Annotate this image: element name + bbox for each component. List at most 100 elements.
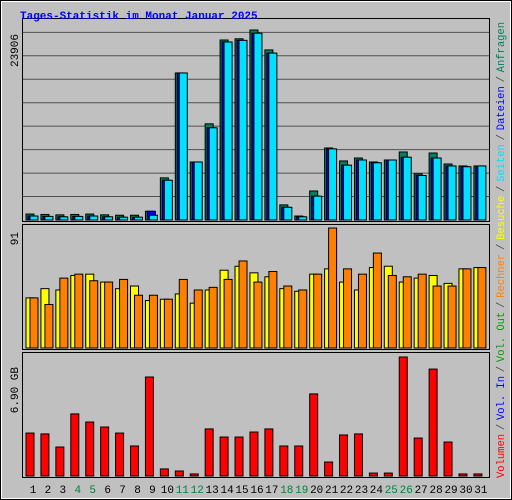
bar [74, 215, 84, 221]
bar [204, 428, 214, 477]
x-tick-label: 13 [206, 485, 219, 497]
chart-title: Tages-Statistik im Monat Januar 2025 [20, 11, 258, 23]
x-tick-label: 31 [474, 485, 488, 497]
bar [343, 268, 353, 349]
bar [223, 278, 233, 349]
bar [100, 426, 110, 477]
bar [55, 446, 65, 477]
bar [253, 281, 263, 349]
bar [428, 368, 438, 477]
bar [328, 227, 338, 349]
bar [343, 164, 353, 221]
bar [219, 436, 229, 477]
x-tick-label: 6 [104, 485, 111, 497]
bar [368, 472, 378, 477]
bar [294, 445, 304, 477]
bar [59, 216, 69, 221]
x-tick-label: 8 [134, 485, 141, 497]
x-tick-label: 2 [45, 485, 52, 497]
bar [223, 41, 233, 221]
bar [462, 268, 472, 349]
bar [283, 285, 293, 349]
legend-item: Dateien [496, 86, 508, 130]
bar [253, 32, 263, 221]
bar [473, 473, 483, 477]
x-tick-label: 16 [250, 485, 263, 497]
bar [59, 277, 69, 349]
x-tick-label: 20 [310, 485, 323, 497]
bar [313, 195, 323, 221]
bar [383, 472, 393, 477]
x-tick-label: 9 [149, 485, 156, 497]
x-tick-label: 28 [430, 485, 443, 497]
bar [309, 393, 319, 477]
bar [417, 273, 427, 349]
bar [134, 216, 144, 221]
x-tick-label: 17 [265, 485, 278, 497]
x-tick-label: 14 [220, 485, 234, 497]
x-tick-label: 12 [191, 485, 204, 497]
bar [398, 356, 408, 477]
x-tick-label: 29 [444, 485, 457, 497]
bar [193, 161, 203, 221]
bar [372, 252, 382, 349]
bar [357, 159, 367, 221]
bar [238, 260, 248, 349]
bar [268, 271, 278, 349]
bar [283, 206, 293, 221]
x-tick-label: 23 [355, 485, 368, 497]
bar [119, 278, 129, 349]
legend-separator: / [496, 134, 508, 140]
bar [178, 72, 188, 221]
bar [25, 432, 35, 477]
legend-separator: / [496, 76, 508, 82]
x-tick-label: 19 [295, 485, 308, 497]
bar [70, 413, 80, 477]
bar [119, 216, 129, 221]
legend-separator: / [496, 424, 508, 430]
bar [279, 445, 289, 477]
bar [144, 376, 154, 477]
bar [458, 473, 468, 477]
bar [477, 165, 487, 221]
bar [234, 436, 244, 477]
bar [447, 285, 457, 349]
x-tick-label: 24 [370, 485, 384, 497]
x-tick-label: 21 [325, 485, 339, 497]
bar [353, 433, 363, 477]
legend-item: Vol. Out [496, 312, 508, 362]
bar [417, 174, 427, 221]
bar [413, 437, 423, 477]
bar [249, 431, 259, 477]
bar [477, 267, 487, 349]
x-tick-label: 26 [400, 485, 413, 497]
bar [462, 166, 472, 221]
bar [159, 468, 169, 477]
bar [29, 297, 39, 349]
bar [324, 461, 334, 477]
y-tick-label: 91 [10, 232, 22, 246]
bar [339, 434, 349, 477]
bar [208, 286, 218, 349]
bar [134, 294, 144, 349]
bar [148, 214, 158, 221]
bar [163, 179, 173, 221]
bar [443, 441, 453, 477]
x-tick-label: 7 [119, 485, 126, 497]
legend-item: Vol. In [496, 376, 508, 420]
bar [189, 473, 199, 477]
y-tick-label: 6.90 GB [10, 367, 22, 414]
bar [268, 52, 278, 221]
bar [74, 273, 84, 349]
x-tick-label: 30 [459, 485, 472, 497]
legend-item: Besuche [496, 196, 508, 240]
bar [298, 289, 308, 349]
bar [432, 285, 442, 349]
bar [402, 156, 412, 221]
x-tick-label: 15 [235, 485, 248, 497]
bar [40, 433, 50, 477]
bar [89, 280, 99, 349]
bar [357, 273, 367, 349]
bar [115, 432, 125, 477]
legend-item: Rechner [496, 254, 508, 298]
